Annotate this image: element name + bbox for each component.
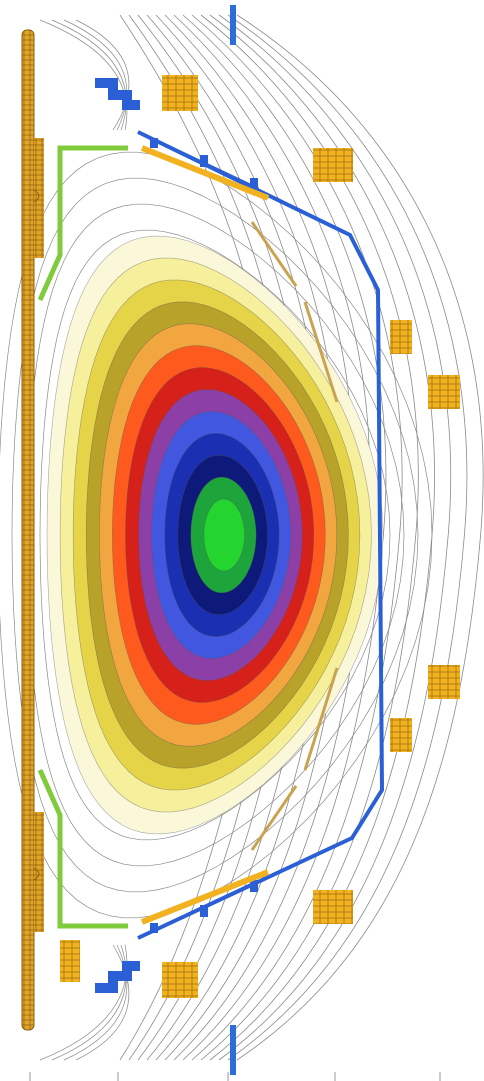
pf-coil-7 bbox=[313, 890, 353, 924]
central-solenoid bbox=[21, 29, 44, 1031]
flux-line-13 bbox=[227, 14, 468, 1061]
divertor-structures bbox=[95, 78, 140, 993]
passive-plate-upper-2 bbox=[250, 221, 298, 287]
corner-flux-line-3 bbox=[63, 19, 128, 131]
bottom-axis-ticks bbox=[29, 1072, 441, 1081]
pf-coil-8 bbox=[162, 962, 198, 998]
closed-flux-surface-1 bbox=[39, 229, 391, 841]
wall-stub-4 bbox=[150, 923, 158, 933]
lower-divertor-block bbox=[95, 961, 140, 993]
corner-flux-line-8 bbox=[75, 944, 130, 1061]
corner-flux-line-1 bbox=[39, 19, 128, 131]
central-solenoid-column bbox=[21, 29, 35, 1031]
lower-probe-icon bbox=[230, 1025, 236, 1075]
flux-surface-lines bbox=[0, 14, 484, 1061]
wall-stub-6 bbox=[250, 880, 258, 892]
flux-line-8 bbox=[182, 14, 387, 1061]
passive-plate-upper-3 bbox=[303, 301, 339, 403]
inner-coil-lower-marker bbox=[33, 867, 40, 881]
flux-line-10 bbox=[200, 14, 419, 1061]
pf-coil-2 bbox=[313, 148, 353, 182]
corner-flux-line-4 bbox=[75, 19, 130, 131]
plasma-contour-13 bbox=[203, 498, 245, 572]
inner-limiter-upper bbox=[37, 145, 128, 302]
pf-coil-3 bbox=[390, 320, 412, 354]
passive-plates bbox=[140, 145, 339, 925]
upper-divertor-block bbox=[95, 78, 140, 110]
wall-stub-1 bbox=[150, 138, 158, 148]
pf-coil-6 bbox=[390, 718, 412, 752]
flux-line-9 bbox=[191, 14, 403, 1061]
poloidal-field-coils bbox=[60, 75, 460, 998]
flux-line-12 bbox=[218, 14, 452, 1061]
plasma-profile bbox=[46, 235, 384, 835]
passive-plate-lower-2 bbox=[250, 785, 298, 851]
passive-plate-lower-1 bbox=[140, 869, 270, 925]
wall-stub-5 bbox=[200, 905, 208, 917]
inner-limiter bbox=[37, 145, 128, 929]
closed-flux-surface-4 bbox=[0, 151, 433, 919]
outer-vessel-wall bbox=[137, 130, 385, 940]
wall-stub-3 bbox=[250, 178, 258, 190]
pf-coil-1 bbox=[162, 75, 198, 111]
closed-flux-surface-3 bbox=[11, 177, 419, 893]
inner-coil-upper-marker bbox=[33, 189, 40, 203]
passive-plate-lower-3 bbox=[303, 667, 339, 771]
corner-flux-line-2 bbox=[51, 19, 127, 131]
passive-plate-upper-1 bbox=[140, 145, 270, 201]
vessel-wall bbox=[137, 130, 385, 940]
inner-limiter-lower bbox=[37, 768, 128, 929]
flux-line-14 bbox=[236, 14, 484, 1061]
upper-probe-icon bbox=[230, 5, 236, 45]
pf-coil-9 bbox=[60, 940, 80, 982]
corner-flux-line-5 bbox=[39, 944, 128, 1061]
pf-coil-4 bbox=[428, 375, 460, 409]
pf-coil-5 bbox=[428, 665, 460, 699]
wall-stub-2 bbox=[200, 155, 208, 167]
